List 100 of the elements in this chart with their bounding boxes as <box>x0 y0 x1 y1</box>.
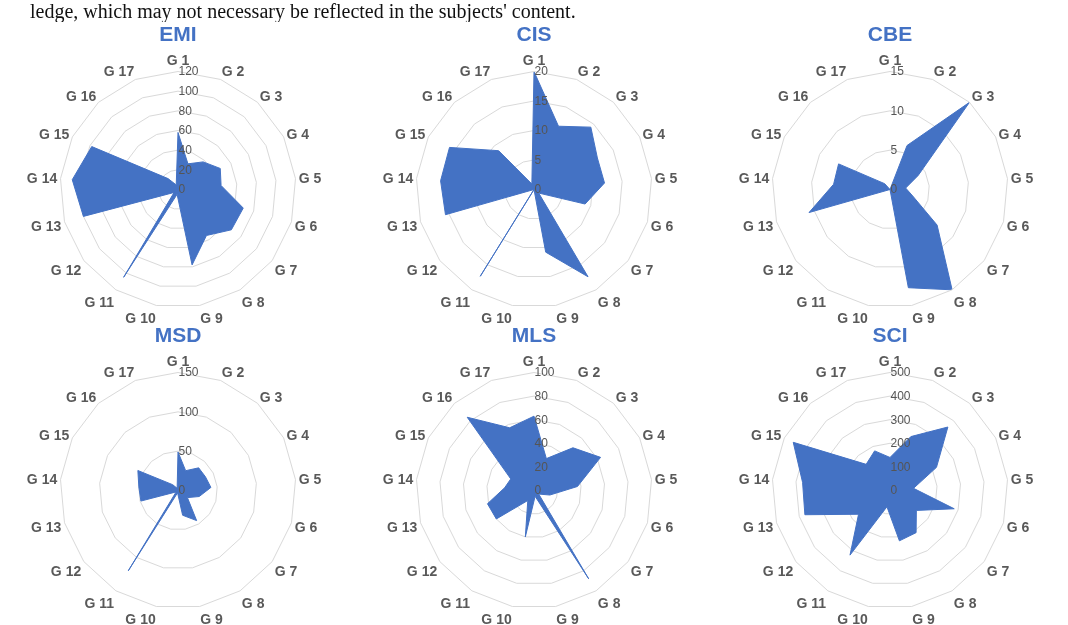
spoke-label: G 5 <box>298 169 322 186</box>
spoke-label: G 11 <box>84 595 115 612</box>
spoke-label: G 9 <box>200 611 224 625</box>
chart-title: CIS <box>516 22 552 46</box>
spoke-label: G 2 <box>577 62 601 79</box>
spoke-label: G 17 <box>103 363 135 380</box>
spoke-label: G 4 <box>642 426 666 443</box>
spoke-label: G 13 <box>742 519 774 536</box>
spoke-label: G 3 <box>259 389 283 406</box>
spoke-label: G 12 <box>50 562 82 579</box>
spoke-label: G 12 <box>406 261 438 278</box>
y-tick-label: 10 <box>534 123 549 138</box>
spoke-label: G 12 <box>50 261 82 278</box>
spoke-label: G 10 <box>837 611 868 625</box>
spoke-label: G 17 <box>459 363 491 380</box>
spoke-label: G 2 <box>933 62 957 79</box>
spoke-label: G 6 <box>650 218 674 235</box>
spoke-label: G 2 <box>221 62 245 79</box>
spoke-label: G 2 <box>221 363 245 380</box>
y-tick-label: 50 <box>178 444 193 459</box>
y-tick-label: 100 <box>890 459 911 474</box>
spoke-label: G 13 <box>386 218 418 235</box>
spoke-label: G 17 <box>459 62 491 79</box>
y-tick-label: 150 <box>178 365 199 380</box>
y-tick-label: 120 <box>178 64 199 79</box>
spoke-label: G 16 <box>65 389 97 406</box>
spoke-label: G 13 <box>386 519 418 536</box>
spoke-label: G 8 <box>241 595 265 612</box>
y-tick-label: 0 <box>890 182 898 197</box>
spoke-label: G 13 <box>742 218 774 235</box>
spoke-label: G 7 <box>630 261 654 278</box>
chart-title: SCI <box>872 323 908 347</box>
spoke-label: G 16 <box>777 88 809 105</box>
spoke-label: G 16 <box>421 389 453 406</box>
y-tick-label: 20 <box>178 162 193 177</box>
spoke-label: G 15 <box>39 426 70 443</box>
spoke-label: G 8 <box>597 294 621 311</box>
spoke-label: G 14 <box>26 470 58 487</box>
spoke-label: G 7 <box>986 261 1010 278</box>
spoke-label: G 16 <box>777 389 809 406</box>
spoke-label: G 4 <box>286 125 310 142</box>
chart-title: MLS <box>511 323 557 347</box>
spoke-label: G 6 <box>1006 519 1030 536</box>
spoke-label: G 14 <box>382 169 414 186</box>
spoke-label: G 10 <box>481 310 512 327</box>
spoke-label: G 3 <box>971 389 995 406</box>
spoke-label: G 7 <box>274 261 298 278</box>
spoke-label: G 8 <box>953 294 977 311</box>
spoke-label: G 2 <box>577 363 601 380</box>
spoke-label: G 17 <box>815 363 847 380</box>
spoke-label: G 4 <box>642 125 666 142</box>
spoke-label: G 7 <box>986 562 1010 579</box>
y-tick-label: 10 <box>890 103 905 118</box>
spoke-label: G 4 <box>998 426 1022 443</box>
y-tick-label: 20 <box>534 459 549 474</box>
spoke-label: G 6 <box>650 519 674 536</box>
y-tick-label: 60 <box>534 412 549 427</box>
spoke-label: G 9 <box>556 611 580 625</box>
spoke-label: G 12 <box>406 562 438 579</box>
spoke-label: G 10 <box>837 310 868 327</box>
spoke-label: G 15 <box>395 426 426 443</box>
spoke-label: G 4 <box>286 426 310 443</box>
spoke-label: G 2 <box>933 363 957 380</box>
spoke-label: G 7 <box>630 562 654 579</box>
y-tick-label: 15 <box>534 93 549 108</box>
y-tick-label: 100 <box>178 84 199 99</box>
spoke-label: G 10 <box>481 611 512 625</box>
y-tick-label: 0 <box>534 182 542 197</box>
spoke-label: G 15 <box>395 125 426 142</box>
y-tick-label: 0 <box>890 483 898 498</box>
spoke-label: G 14 <box>738 169 770 186</box>
spoke-label: G 10 <box>125 310 156 327</box>
y-tick-label: 80 <box>534 389 549 403</box>
spoke-label: G 13 <box>30 519 62 536</box>
spoke-label: G 9 <box>200 310 224 327</box>
spoke-label: G 3 <box>615 88 639 105</box>
spoke-label: G 11 <box>796 294 827 311</box>
spoke-label: G 14 <box>382 470 414 487</box>
y-tick-label: 0 <box>178 483 186 498</box>
spoke-label: G 5 <box>1010 470 1034 487</box>
spoke-label: G 15 <box>751 125 782 142</box>
spoke-label: G 10 <box>125 611 156 625</box>
y-tick-label: 15 <box>890 64 905 79</box>
spoke-label: G 7 <box>274 562 298 579</box>
y-tick-label: 400 <box>890 389 911 403</box>
y-tick-label: 0 <box>534 483 542 498</box>
spoke-label: G 8 <box>953 595 977 612</box>
chart-title: CBE <box>867 22 913 46</box>
spoke-label: G 9 <box>556 310 580 327</box>
spoke-label: G 8 <box>597 595 621 612</box>
spoke-label: G 4 <box>998 125 1022 142</box>
spoke-label: G 14 <box>26 169 58 186</box>
spoke-label: G 3 <box>259 88 283 105</box>
spoke-label: G 15 <box>751 426 782 443</box>
spoke-label: G 15 <box>39 125 70 142</box>
spoke-label: G 5 <box>1010 169 1034 186</box>
y-tick-label: 20 <box>534 64 549 79</box>
spoke-label: G 17 <box>815 62 847 79</box>
spoke-label: G 8 <box>241 294 265 311</box>
spoke-label: G 11 <box>84 294 115 311</box>
